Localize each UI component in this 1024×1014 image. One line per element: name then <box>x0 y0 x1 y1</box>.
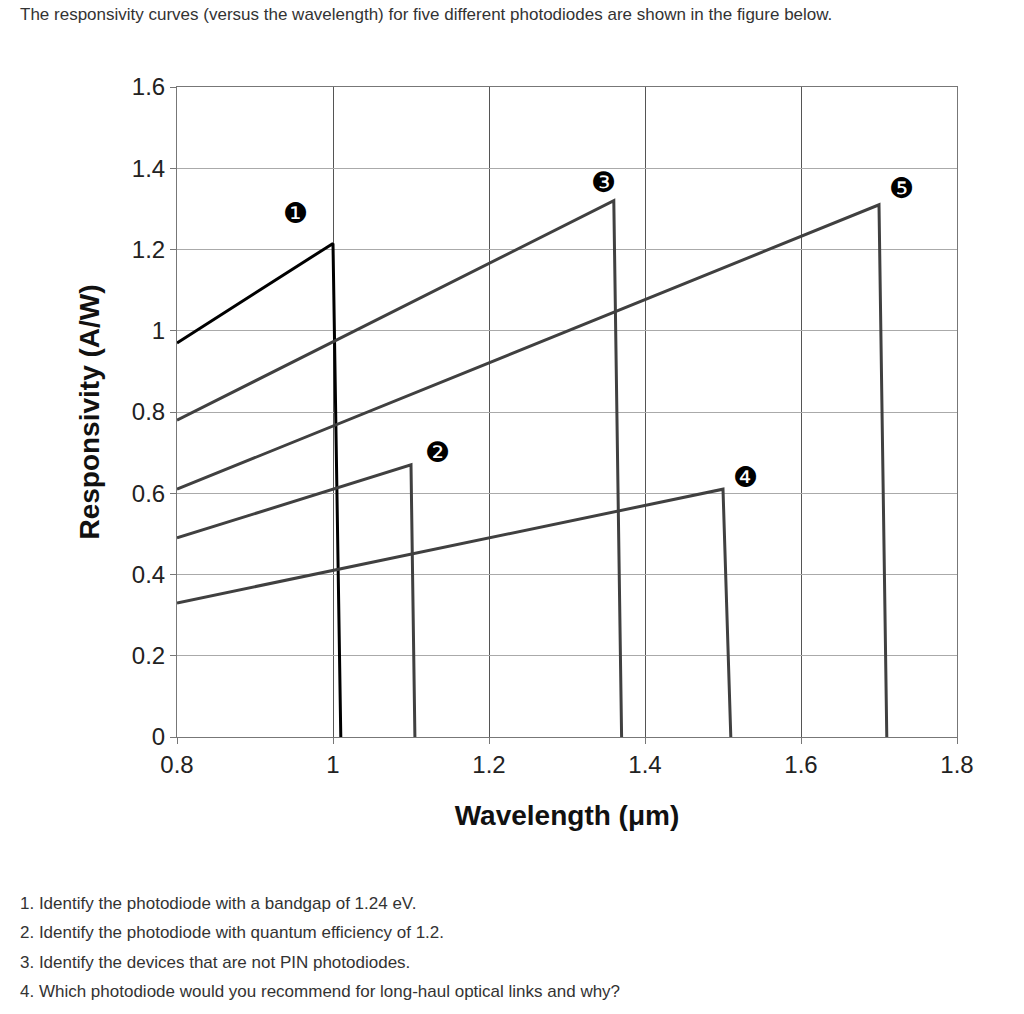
svg-text:1.6: 1.6 <box>132 73 165 100</box>
svg-text:0.8: 0.8 <box>132 398 165 425</box>
svg-text:The responsivity curves (versu: The responsivity curves (versus the wave… <box>20 5 832 24</box>
svg-text:4. Which photodiode would you: 4. Which photodiode would you recommend … <box>20 982 620 1001</box>
svg-text:0.2: 0.2 <box>132 642 165 669</box>
svg-text:Responsivity (A/W): Responsivity (A/W) <box>74 284 105 539</box>
svg-text:❺: ❺ <box>889 172 914 205</box>
svg-text:Wavelength (μm): Wavelength (μm) <box>455 800 680 831</box>
svg-text:3. Identify the devices that a: 3. Identify the devices that are not PIN… <box>20 953 410 972</box>
svg-text:❸: ❸ <box>591 166 616 199</box>
svg-text:❷: ❷ <box>425 436 450 469</box>
svg-text:0: 0 <box>152 723 165 750</box>
svg-text:0.6: 0.6 <box>132 480 165 507</box>
svg-text:1: 1 <box>152 317 165 344</box>
svg-text:1.2: 1.2 <box>132 236 165 263</box>
svg-text:2. Identify the photodiode wit: 2. Identify the photodiode with quantum … <box>20 923 444 942</box>
svg-text:1.4: 1.4 <box>132 155 165 182</box>
svg-text:1. Identify the photodiode wit: 1. Identify the photodiode with a bandga… <box>20 894 416 913</box>
svg-text:1.2: 1.2 <box>472 751 505 778</box>
svg-text:❶: ❶ <box>283 197 308 230</box>
svg-text:1.8: 1.8 <box>940 751 973 778</box>
svg-text:❹: ❹ <box>733 461 758 494</box>
svg-text:1: 1 <box>326 751 339 778</box>
svg-text:0.8: 0.8 <box>160 751 193 778</box>
svg-text:1.6: 1.6 <box>784 751 817 778</box>
svg-text:0.4: 0.4 <box>132 561 165 588</box>
svg-text:1.4: 1.4 <box>628 751 661 778</box>
